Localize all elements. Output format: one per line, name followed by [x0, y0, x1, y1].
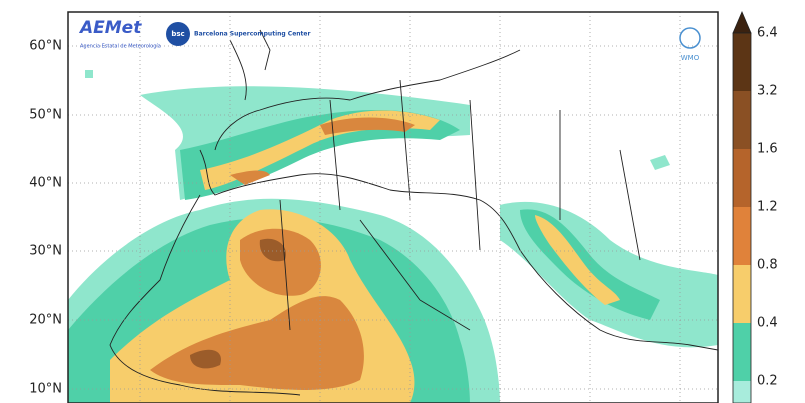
coastlines — [109, 29, 718, 396]
colorbar-tick: 0.4 — [757, 316, 778, 331]
colorbar-tick: 0.2 — [757, 374, 778, 389]
bsc-logo: bsc — [171, 30, 184, 38]
bsc-name: Barcelona Supercomputing Center — [194, 31, 310, 38]
graticule — [68, 12, 718, 403]
aemet-logo: AEMet — [78, 18, 142, 38]
lat-label: 30°N — [29, 244, 62, 259]
colorbar-tick: 0.8 — [757, 258, 778, 273]
colorbar: 6.4 3.2 1.6 1.2 0.8 0.4 0.2 — [732, 10, 778, 403]
aemet-subtitle: Agencia Estatal de Meteorología — [80, 43, 161, 50]
lat-label: 60°N — [29, 39, 62, 54]
map-frame — [67, 11, 719, 403]
latitude-labels: 60°N 50°N 40°N 30°N 20°N 10°N — [29, 39, 62, 397]
colorbar-tick: 1.6 — [757, 142, 778, 157]
dust-brown — [190, 238, 286, 369]
colorbar-tick: 3.2 — [757, 84, 778, 99]
lat-label: 20°N — [29, 313, 62, 328]
map — [68, 12, 718, 403]
colorbar-tick: 6.4 — [757, 26, 778, 41]
colorbar-tick: 1.2 — [757, 200, 778, 215]
wmo-logo: WMO — [681, 54, 700, 62]
lat-label: 40°N — [29, 176, 62, 191]
lat-label: 10°N — [29, 382, 62, 397]
logos: AEMet Agencia Estatal de Meteorología bs… — [78, 18, 701, 62]
lat-label: 50°N — [29, 108, 62, 123]
bsc-badge — [166, 22, 190, 46]
wmo-emblem — [679, 27, 701, 49]
